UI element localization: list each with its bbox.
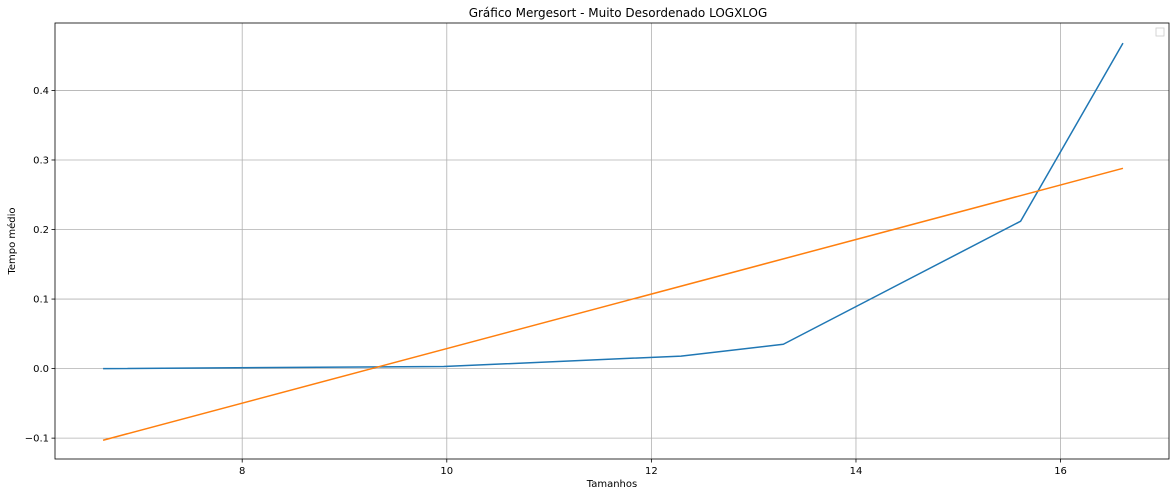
x-tick-label: 8 bbox=[239, 466, 245, 477]
series-line-2 bbox=[102, 167, 1124, 441]
y-tick-label: 0.3 bbox=[33, 155, 49, 166]
chart-title: Gráfico Mergesort - Muito Desordenado LO… bbox=[469, 6, 768, 20]
x-axis-label: Tamanhos bbox=[586, 479, 637, 490]
grid bbox=[55, 23, 1169, 459]
y-tick-label: 0.2 bbox=[33, 225, 49, 236]
y-axis-label: Tempo médio bbox=[6, 207, 18, 275]
x-tick-label: 14 bbox=[850, 466, 863, 477]
y-tick-label: 0.1 bbox=[33, 295, 49, 306]
y-axis-ticks: −0.1 0.0 0.1 0.2 0.3 0.4 bbox=[25, 86, 55, 445]
y-tick-label: −0.1 bbox=[25, 434, 49, 445]
legend-box bbox=[1155, 27, 1165, 37]
y-tick-label: 0.0 bbox=[33, 364, 49, 375]
x-tick-label: 12 bbox=[645, 466, 658, 477]
y-tick-label: 0.4 bbox=[33, 86, 49, 97]
series-line-1 bbox=[103, 42, 1124, 370]
series-layer bbox=[102, 42, 1124, 441]
x-tick-label: 10 bbox=[440, 466, 453, 477]
x-axis-ticks: 8 10 12 14 16 bbox=[239, 459, 1067, 477]
x-tick-label: 16 bbox=[1054, 466, 1067, 477]
plot-frame bbox=[54, 22, 1170, 460]
